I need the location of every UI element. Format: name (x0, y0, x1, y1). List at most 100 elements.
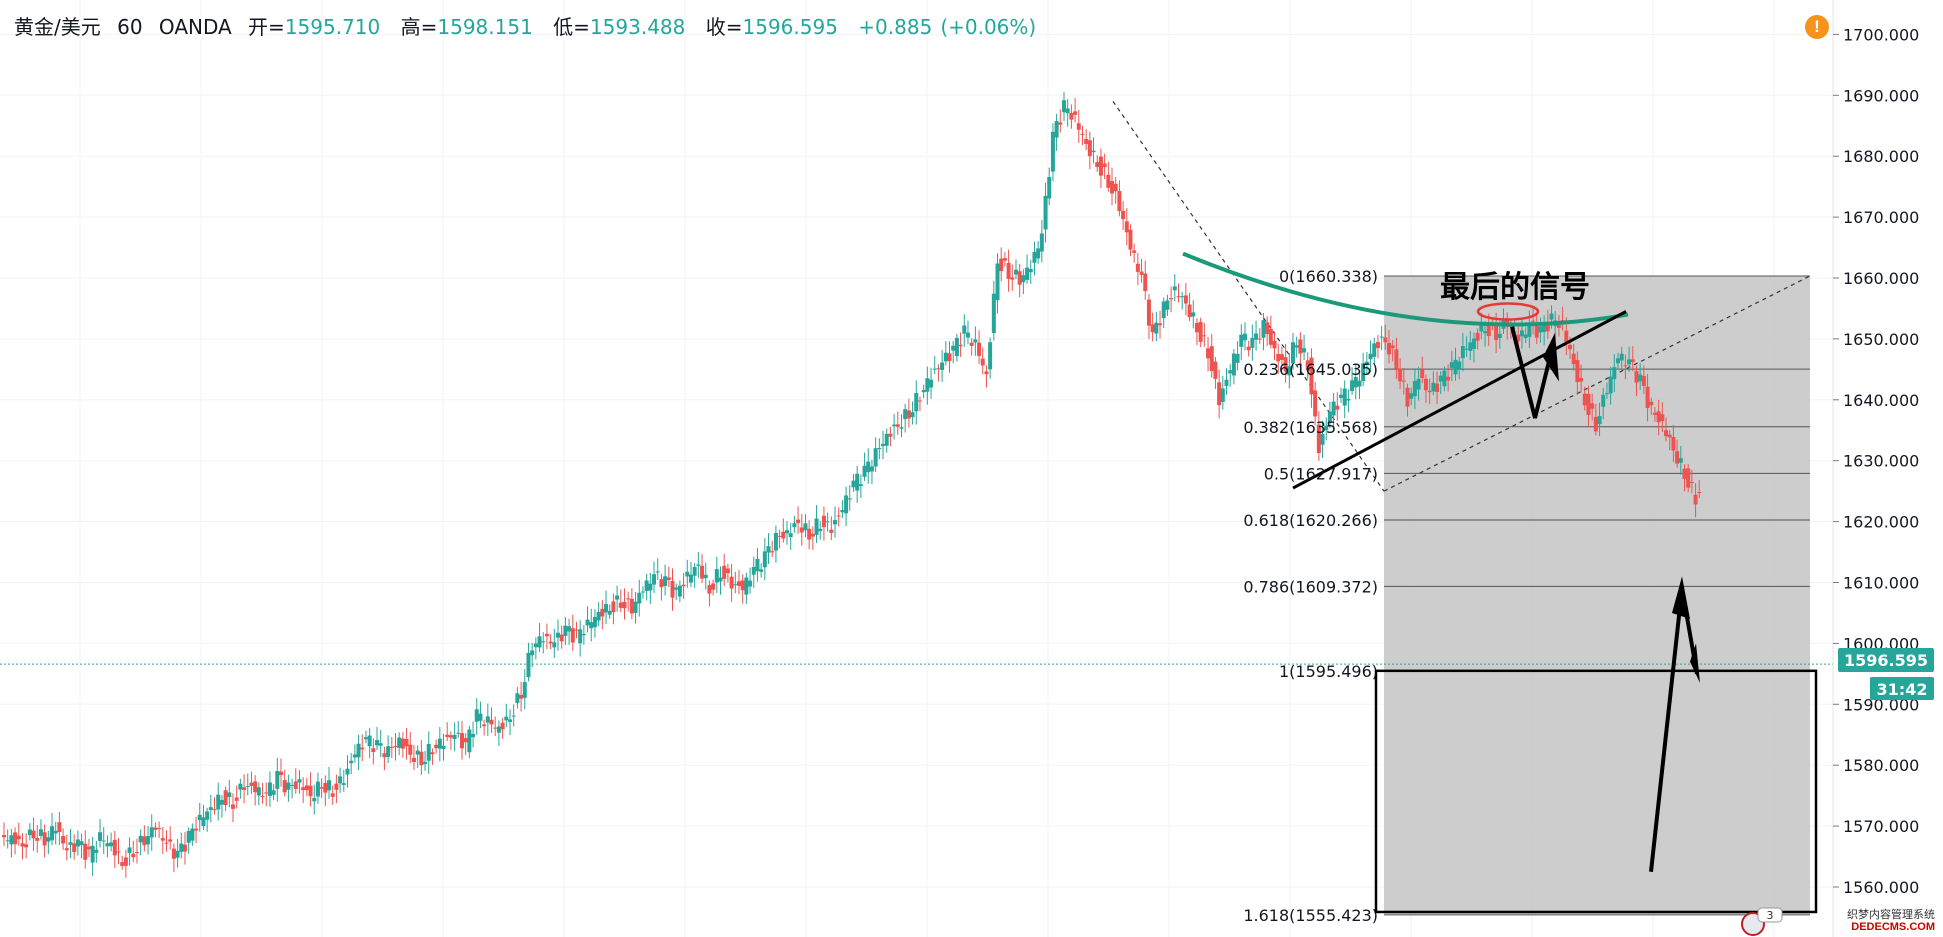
candle-body (230, 804, 235, 809)
candle-body (1087, 140, 1092, 157)
candle-body (1660, 414, 1665, 422)
candle-body (869, 466, 874, 472)
warning-icon[interactable]: ! (1805, 15, 1829, 39)
candle-body (844, 495, 849, 514)
candle-body (1571, 353, 1576, 365)
candle-body (954, 337, 959, 357)
candle-body (5, 840, 10, 842)
candle-body (341, 783, 346, 786)
candle-body (1313, 390, 1318, 417)
fib-label: 1(1595.496) (1279, 662, 1378, 681)
axis-tick-label: 1680.000 (1843, 147, 1919, 166)
candle-body (256, 787, 261, 796)
candle-body (459, 733, 464, 749)
candle-body (297, 779, 302, 783)
candle-body (212, 808, 217, 810)
fib-label: 0.236(1645.035) (1243, 360, 1378, 379)
candle-body (437, 738, 442, 749)
candle-body (1612, 367, 1617, 380)
candle-body (1361, 363, 1366, 382)
candle-body (607, 610, 612, 615)
candle-body (1076, 123, 1081, 130)
candle-body (1671, 437, 1676, 451)
candle-body (600, 608, 605, 617)
candle-body (714, 569, 719, 583)
candle-body (1545, 323, 1550, 332)
symbol-header: 黄金/美元 60 OANDA 开=1595.710 高=1598.151 低=1… (14, 11, 1050, 40)
candle-body (969, 342, 974, 346)
candle-body (940, 362, 945, 371)
badge-count-bg (1757, 907, 1783, 923)
candle-body (729, 576, 734, 589)
candle-body (1519, 330, 1524, 337)
candle-body (1412, 381, 1417, 397)
candle-body (53, 830, 58, 834)
candle-body (1316, 424, 1321, 454)
candle-body (629, 598, 634, 614)
fib-label: 0(1660.338) (1279, 267, 1378, 286)
current-price-tag-bg (1838, 648, 1934, 672)
candle-body (496, 726, 501, 733)
candle-body (559, 634, 564, 642)
candle-body (301, 787, 306, 791)
candle-body (1062, 100, 1066, 113)
candle-body (881, 443, 886, 447)
candle-body (101, 840, 106, 842)
candle-body (1043, 195, 1048, 230)
candle-body (1564, 330, 1569, 342)
candle-body (1154, 322, 1159, 334)
candle-body (866, 461, 871, 473)
candle-body (208, 807, 213, 810)
high-value: 1598.151 (437, 15, 533, 39)
candle-body (345, 768, 350, 775)
candle-body (1682, 468, 1687, 480)
candle-body (925, 378, 930, 392)
candle-body (725, 568, 730, 574)
candle-body (1191, 312, 1196, 317)
axis-tick-label: 1690.000 (1843, 86, 1919, 105)
arrow-head-3 (1690, 643, 1700, 683)
candle-body (814, 518, 819, 535)
signal-circle (1476, 302, 1540, 321)
candle-body (386, 746, 391, 757)
flag-badge[interactable]: 3 (1741, 907, 1783, 936)
candle-body (1013, 269, 1018, 275)
candle-body (1593, 416, 1598, 432)
candle-body (666, 577, 671, 580)
candle-body (563, 625, 568, 636)
candle-body (1523, 334, 1528, 339)
candle-body (851, 480, 856, 488)
candle-body (1342, 388, 1347, 406)
candle-body (895, 424, 900, 427)
candle-body (711, 583, 716, 590)
candle-body (1224, 379, 1229, 386)
candle-body (1302, 348, 1307, 353)
interval[interactable]: 60 (117, 15, 143, 39)
watermark: 织梦内容管理系统 DEDECMS.COM (1847, 909, 1935, 933)
candle-body (253, 781, 258, 793)
candle-body (1649, 401, 1654, 406)
candle-body (293, 781, 298, 789)
candle-body (570, 628, 575, 643)
price-axis[interactable]: 1560.0001570.0001580.0001590.0001600.000… (1832, 0, 1943, 937)
candle-body (622, 601, 627, 609)
candle-body (633, 601, 638, 613)
candle-body (471, 733, 476, 738)
support-trendline (1292, 310, 1627, 490)
candle-body (640, 591, 645, 593)
candle-body (936, 368, 941, 370)
candle-body (31, 830, 36, 839)
candle-body (1353, 377, 1358, 388)
candle-body (722, 565, 727, 579)
candle-body (544, 633, 549, 637)
symbol-name[interactable]: 黄金/美元 (14, 15, 101, 39)
candle-body (1261, 320, 1266, 338)
candle-body (655, 571, 660, 573)
candle-body (696, 564, 701, 566)
candle-body (1409, 393, 1414, 399)
axis-tick-label: 1660.000 (1843, 269, 1919, 288)
candle-body (932, 368, 937, 370)
candle-body (1298, 339, 1303, 354)
candle-body (873, 448, 878, 467)
